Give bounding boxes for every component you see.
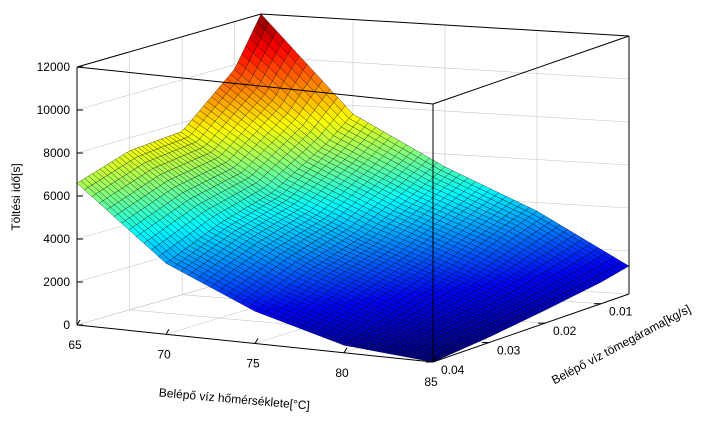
- y-axis-ticks: 0.01 0.02 0.03 0.04: [426, 303, 633, 377]
- box-edge: [432, 35, 630, 105]
- z-tick-label: 2000: [43, 275, 70, 289]
- surface-mesh: [76, 13, 630, 363]
- x-tick: [254, 338, 259, 344]
- x-tick: [165, 328, 170, 335]
- x-tick-label: 65: [68, 338, 82, 352]
- x-axis-label: Belépő víz hőmérséklete[°C]: [158, 385, 310, 412]
- box-edge: [260, 13, 630, 37]
- box-edge: [432, 293, 630, 363]
- x-tick-label: 75: [246, 357, 260, 371]
- z-axis-label: Töltési idő[s]: [9, 163, 23, 230]
- x-tick-label: 85: [424, 375, 438, 389]
- x-axis-ticks: 65 70 75 80 85: [68, 319, 438, 389]
- x-tick: [76, 319, 81, 326]
- x-tick-label: 80: [335, 366, 349, 380]
- z-tick-label: 0: [63, 318, 70, 332]
- z-tick-label: 10000: [37, 103, 71, 117]
- z-tick-label: 12000: [37, 60, 71, 74]
- z-tick-label: 4000: [43, 232, 70, 246]
- y-tick-label: 0.01: [609, 305, 633, 319]
- z-tick-label: 6000: [43, 189, 70, 203]
- x-tick: [432, 356, 437, 363]
- y-tick-label: 0.02: [553, 324, 577, 338]
- z-tick-label: 8000: [43, 146, 70, 160]
- y-tick-label: 0.04: [441, 363, 465, 377]
- z-axis-ticks: 0 2000 4000 6000 8000 10000 12000: [37, 60, 83, 332]
- box-edge: [76, 13, 262, 68]
- box-edge: [76, 66, 434, 105]
- y-tick-label: 0.03: [497, 344, 521, 358]
- x-tick-label: 70: [157, 347, 171, 361]
- grid-line: [76, 56, 262, 111]
- x-tick: [343, 347, 348, 354]
